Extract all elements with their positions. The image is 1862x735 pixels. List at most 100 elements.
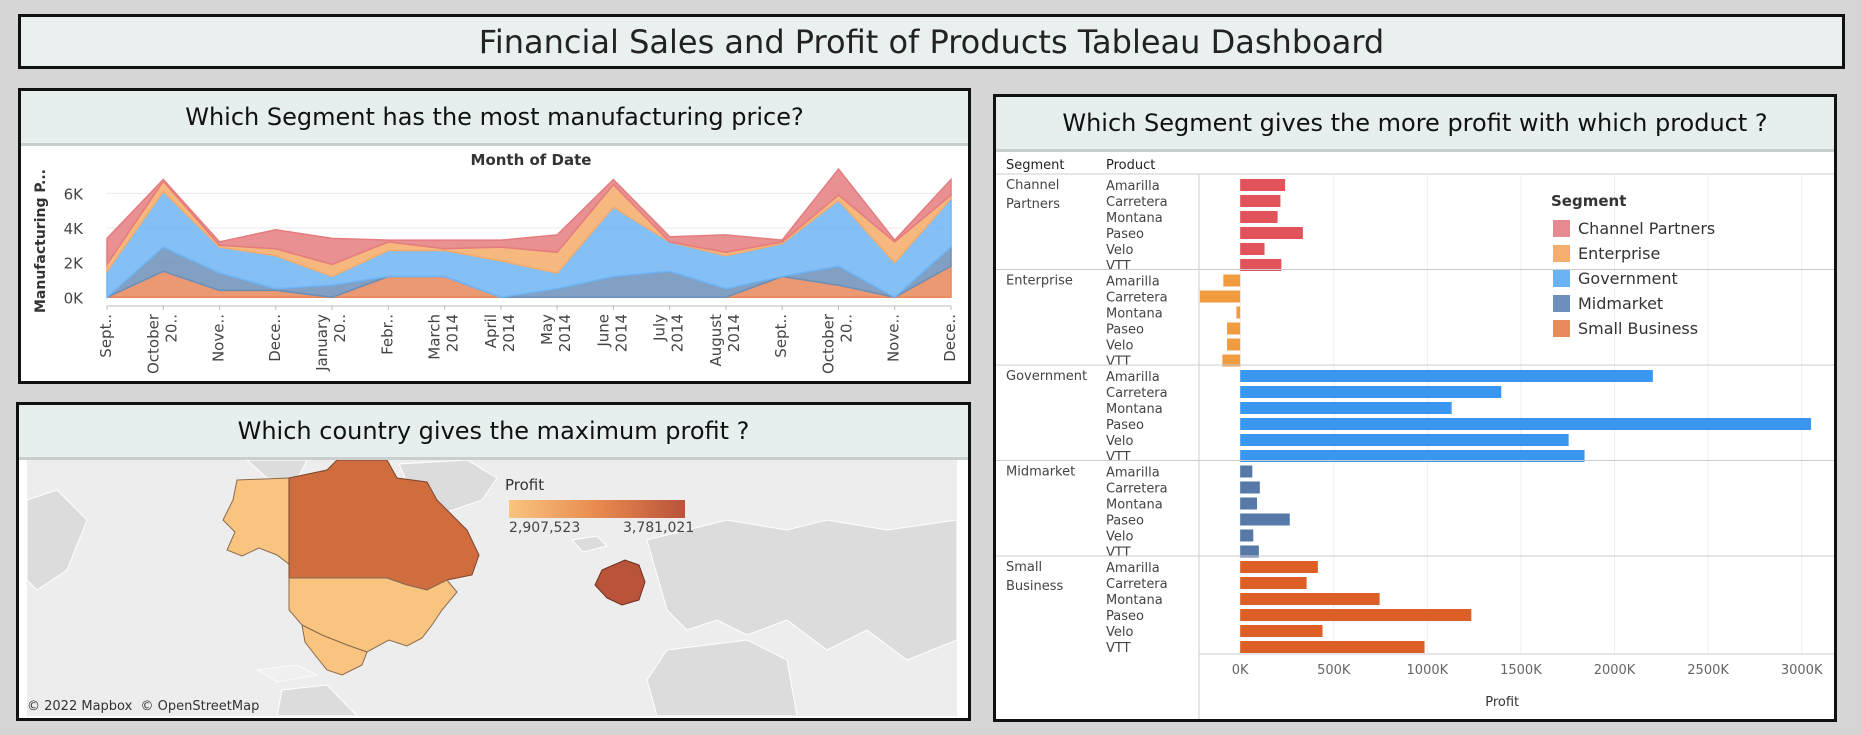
map-attribution[interactable]: © 2022 Mapbox © OpenStreetMap <box>27 699 260 714</box>
bar-x-axis-title: Profit <box>1485 695 1519 710</box>
bar-product-label: Montana <box>1106 402 1163 417</box>
bar-x-tick-label: 1500K <box>1500 663 1542 678</box>
area-y-tick-label: 6K <box>64 185 85 203</box>
bar-col-header-product: Product <box>1106 158 1155 173</box>
bar-small-business-carretera <box>1240 577 1307 589</box>
bar-small-business-amarilla <box>1240 561 1318 573</box>
map-view[interactable]: Profit 2,907,523 3,781,021 © 2022 Mapbox… <box>27 460 957 716</box>
bar-midmarket-vtt <box>1240 545 1259 558</box>
area-y-axis-label: Manufacturing P... <box>33 169 49 313</box>
area-x-tick-label: 20.. <box>331 314 349 343</box>
area-chart[interactable]: Month of Date 6K 4K 2K 0K Manufacturing P... S… <box>21 146 968 384</box>
bar-legend-item: Enterprise <box>1578 244 1660 263</box>
area-x-tick-label: Dece.. <box>941 314 959 362</box>
bar-x-tick-label: 2000K <box>1594 663 1636 678</box>
area-y-tick-label: 4K <box>64 220 85 238</box>
area-x-tick-label: April <box>482 314 500 348</box>
bar-product-label: Montana <box>1106 498 1163 513</box>
bar-product-label: Amarilla <box>1106 179 1160 194</box>
bar-legend-item: Small Business <box>1578 319 1698 338</box>
bar-enterprise-velo <box>1227 338 1241 351</box>
area-series-channel-partners <box>106 167 952 267</box>
bar-product-label: Amarilla <box>1106 561 1160 576</box>
bar-segment-label: Business <box>1006 579 1064 594</box>
bar-product-label: Montana <box>1106 307 1163 322</box>
bar-small-business-montana <box>1240 593 1380 605</box>
bar-product-label: Velo <box>1106 530 1133 545</box>
bar-legend-swatch <box>1553 220 1570 237</box>
europe-land <box>646 519 957 661</box>
france-germany-region <box>594 559 646 606</box>
area-x-tick-label: 2014 <box>556 314 574 352</box>
bar-product-label: Amarilla <box>1106 466 1160 481</box>
bar-segment-label: Government <box>1006 369 1087 384</box>
area-x-tick-label: Sept.. <box>772 314 790 358</box>
area-x-tick-label: Febr.. <box>378 314 396 355</box>
area-x-tick-label: 2014 <box>444 314 462 352</box>
bar-product-label: Velo <box>1106 625 1133 640</box>
bar-legend-item: Channel Partners <box>1578 219 1715 238</box>
bar-segment-label: Enterprise <box>1006 274 1073 289</box>
iceland-land <box>571 535 608 553</box>
area-x-tick-label: Dece.. <box>266 314 284 362</box>
area-header-label: Month of Date <box>471 151 592 169</box>
bar-channel-partners-velo <box>1240 243 1265 255</box>
bar-government-paseo <box>1240 418 1812 430</box>
bar-midmarket-carretera <box>1240 481 1260 494</box>
bar-midmarket-amarilla <box>1240 465 1253 478</box>
map-title: Which country gives the maximum profit ? <box>19 405 968 460</box>
bar-legend-title: Segment <box>1551 192 1626 210</box>
bar-product-label: Paseo <box>1106 418 1144 433</box>
bar-product-label: Velo <box>1106 243 1133 258</box>
bar-product-label: Paseo <box>1106 323 1144 338</box>
bar-channel-partners-carretera <box>1240 195 1281 207</box>
bar-product-label: Montana <box>1106 593 1163 608</box>
bar-x-tick-label: 0K <box>1232 663 1249 678</box>
bar-segment-label: Partners <box>1006 197 1060 212</box>
bar-government-montana <box>1240 402 1452 414</box>
bar-col-header-segment: Segment <box>1006 158 1065 173</box>
area-chart-panel: Which Segment has the most manufacturing… <box>18 88 971 384</box>
bar-legend-swatch <box>1553 270 1570 287</box>
bar-channel-partners-vtt <box>1240 259 1282 271</box>
bar-midmarket-montana <box>1240 497 1258 510</box>
area-x-tick-label: June <box>594 314 612 348</box>
bar-legend-item: Government <box>1578 269 1678 288</box>
area-x-tick-label: July <box>651 314 669 342</box>
bar-chart-panel: Which Segment gives the more profit with… <box>993 94 1837 722</box>
bar-government-vtt <box>1240 450 1585 462</box>
bar-segment-label: Midmarket <box>1006 465 1075 480</box>
bar-midmarket-paseo <box>1240 513 1290 526</box>
bar-channel-partners-paseo <box>1240 227 1303 239</box>
bar-product-label: Carretera <box>1106 195 1168 210</box>
bar-legend-swatch <box>1553 320 1570 337</box>
bar-government-velo <box>1240 434 1569 446</box>
world-map[interactable] <box>27 460 957 716</box>
caribbean-land <box>255 664 319 683</box>
area-x-tick-label: May <box>538 314 556 345</box>
bar-x-tick-label: 3000K <box>1781 663 1823 678</box>
map-panel: Which country gives the maximum profit ? <box>16 402 971 721</box>
bar-small-business-vtt <box>1240 641 1425 653</box>
area-y-tick-label: 0K <box>64 289 85 307</box>
bar-chart-title: Which Segment gives the more profit with… <box>996 97 1834 152</box>
mexico-region <box>301 624 368 676</box>
bar-x-tick-label: 500K <box>1317 663 1351 678</box>
area-x-tick-label: 20.. <box>837 314 855 343</box>
area-x-tick-label: Nove.. <box>210 314 228 362</box>
area-chart-title: Which Segment has the most manufacturing… <box>21 91 968 146</box>
bar-product-label: Carretera <box>1106 482 1168 497</box>
bar-x-tick-label: 2500K <box>1687 663 1729 678</box>
area-x-tick-label: 2014 <box>612 314 630 352</box>
area-x-tick-label: October <box>144 313 162 374</box>
area-x-tick-label: August <box>707 314 725 367</box>
bar-government-amarilla <box>1240 370 1653 382</box>
bar-product-label: VTT <box>1106 546 1131 561</box>
bar-enterprise-amarilla <box>1223 274 1241 287</box>
bar-chart[interactable]: Segment Product 0K 500K 1000K 1500K 2000K 2500K… <box>996 152 1834 722</box>
dashboard-title: Financial Sales and Profit of Products T… <box>18 14 1845 69</box>
map-legend-title: Profit <box>505 476 545 494</box>
area-x-tick-label: January <box>313 314 331 372</box>
bar-product-label: VTT <box>1106 450 1131 465</box>
bar-product-label: Velo <box>1106 434 1133 449</box>
